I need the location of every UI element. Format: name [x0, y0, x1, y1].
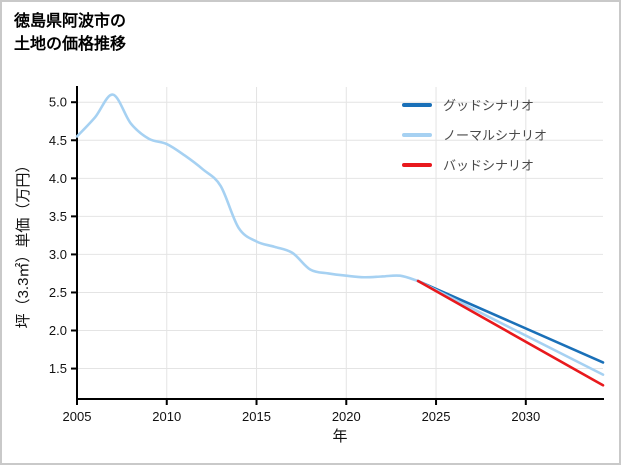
y-tick-label: 1.5: [49, 361, 67, 376]
legend-item-good-scenario: グッドシナリオ: [402, 95, 547, 114]
y-tick-label: 4.5: [49, 133, 67, 148]
series-line-normal: [416, 279, 605, 376]
legend-item-bad-scenario: バッドシナリオ: [402, 155, 547, 174]
legend-item-normal-scenario: ノーマルシナリオ: [402, 125, 547, 144]
x-tick-label: 2015: [242, 409, 271, 424]
legend-swatch-good-scenario: [402, 102, 432, 107]
legend-label-normal-scenario: ノーマルシナリオ: [443, 128, 548, 143]
y-tick-label: 4.0: [49, 171, 67, 186]
legend-swatch-bad-scenario: [402, 162, 432, 167]
x-axis-label: 年: [332, 428, 347, 445]
series-line-good: [416, 279, 605, 364]
series-line-bad: [416, 279, 605, 387]
y-tick-label: 2.5: [49, 285, 67, 300]
x-tick-label: 2030: [511, 409, 540, 424]
series-line-history: [75, 93, 420, 283]
x-tick-label: 2020: [332, 409, 361, 424]
legend-swatch-normal-scenario: [402, 132, 432, 137]
chart-title: 徳島県阿波市の 土地の価格推移: [14, 13, 127, 54]
y-tick-label: 3.5: [49, 209, 67, 224]
x-tick-label: 2005: [63, 409, 92, 424]
legend-label-good-scenario: グッドシナリオ: [443, 98, 535, 113]
x-tick-label: 2025: [422, 409, 451, 424]
y-tick-label: 5.0: [49, 95, 67, 110]
y-tick-label: 2.0: [49, 323, 67, 338]
y-tick-label: 3.0: [49, 247, 67, 262]
x-tick-label: 2010: [152, 409, 181, 424]
y-axis-label: 坪（3.3㎡）単価（万円）: [15, 158, 32, 329]
chart-legend: グッドシナリオ ノーマルシナリオ バッドシナリオ: [402, 95, 547, 174]
legend-label-bad-scenario: バッドシナリオ: [443, 158, 535, 173]
